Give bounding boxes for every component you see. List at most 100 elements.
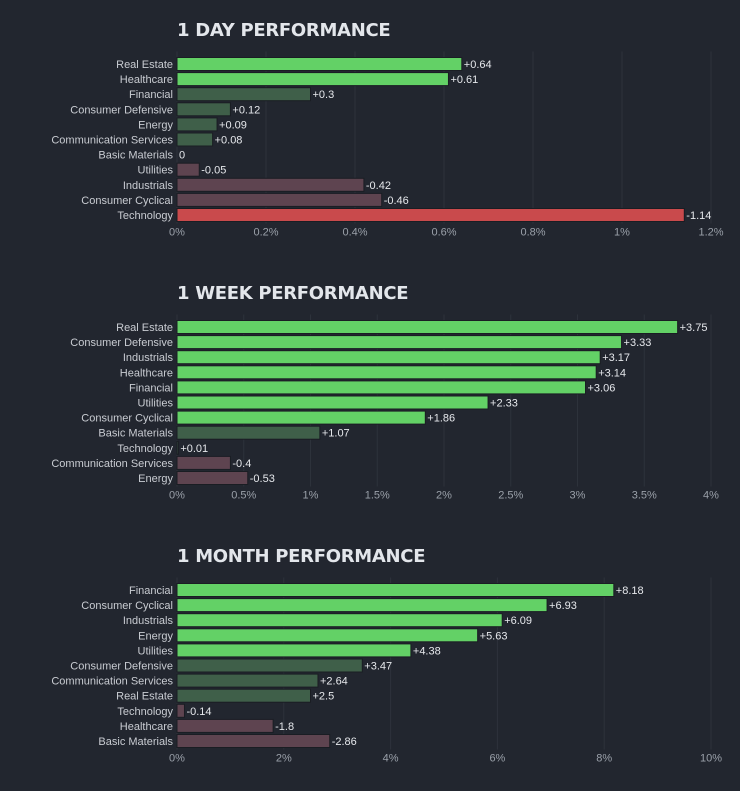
category-label: Energy	[138, 473, 173, 485]
bar	[176, 471, 249, 485]
value-label: +3.06	[588, 382, 616, 394]
bar	[176, 192, 383, 207]
category-label: Consumer Cyclical	[81, 195, 173, 207]
category-label: Financial	[129, 382, 173, 394]
chart-title: 1 MONTH PERFORMANCE	[177, 546, 425, 567]
value-label: +3.33	[624, 337, 652, 349]
category-labels: Real Estate Healthcare Financial Consumer D…	[51, 59, 173, 222]
category-label: Industrials	[123, 352, 174, 364]
value-label: +2.33	[490, 398, 518, 410]
bar	[176, 688, 311, 703]
bar	[176, 117, 218, 132]
bar	[176, 583, 615, 597]
category-label: Utilities	[138, 645, 174, 657]
category-label: Energy	[138, 119, 173, 131]
bar	[176, 177, 365, 192]
value-label: +3.75	[680, 322, 708, 334]
x-tick-label: 10%	[700, 753, 722, 765]
x-tick-label: 3%	[570, 490, 586, 502]
x-tick-label: 0.2%	[253, 227, 278, 239]
bar	[176, 598, 548, 613]
x-axis-ticks: 0% 2% 4% 6% 8% 10%	[169, 753, 722, 765]
value-label: +2.64	[320, 676, 348, 688]
category-label: Industrials	[123, 615, 174, 627]
category-label: Consumer Cyclical	[81, 413, 173, 425]
value-label: +0.3	[313, 89, 335, 101]
bar	[176, 734, 331, 748]
bar	[176, 102, 231, 117]
bar	[176, 410, 426, 425]
bars	[176, 320, 679, 485]
value-label: +6.09	[504, 615, 532, 627]
value-label: +3.17	[602, 352, 630, 364]
category-label: Financial	[129, 585, 173, 597]
value-label: -0.05	[201, 165, 226, 177]
category-label: Utilities	[138, 398, 174, 410]
bar	[176, 455, 231, 470]
x-tick-label: 0%	[169, 490, 185, 502]
bar	[176, 208, 685, 222]
category-label: Consumer Cyclical	[81, 600, 173, 612]
x-tick-label: 1.5%	[365, 490, 390, 502]
bar	[176, 57, 463, 71]
bar	[176, 395, 489, 410]
value-label: -1.14	[686, 210, 711, 222]
category-label: Healthcare	[120, 74, 173, 86]
x-tick-label: 1%	[303, 490, 319, 502]
x-tick-label: 0%	[169, 753, 185, 765]
bar	[176, 335, 623, 350]
x-axis-ticks: 0% 0.2% 0.4% 0.6% 0.8% 1% 1.2%	[169, 227, 724, 239]
x-tick-label: 4%	[383, 753, 399, 765]
value-label: +0.12	[232, 104, 260, 116]
value-label: +0.09	[219, 119, 247, 131]
category-label: Real Estate	[116, 691, 173, 703]
category-label: Basic Materials	[98, 428, 173, 440]
category-label: Financial	[129, 89, 173, 101]
bar	[176, 350, 601, 365]
category-label: Healthcare	[120, 721, 173, 733]
value-label: 0	[179, 150, 185, 162]
bar	[176, 380, 587, 395]
value-label: +8.18	[616, 585, 644, 597]
x-tick-label: 1%	[614, 227, 630, 239]
bar	[176, 320, 679, 334]
chart-title: 1 DAY PERFORMANCE	[177, 20, 390, 41]
category-label: Communication Services	[51, 458, 173, 470]
category-label: Consumer Defensive	[70, 337, 173, 349]
category-label: Technology	[117, 210, 173, 222]
bar	[176, 87, 311, 102]
category-label: Real Estate	[116, 322, 173, 334]
category-label: Basic Materials	[98, 150, 173, 162]
x-tick-label: 2%	[276, 753, 292, 765]
chart-title: 1 WEEK PERFORMANCE	[177, 283, 408, 304]
bars	[176, 57, 685, 222]
x-tick-label: 2%	[436, 490, 452, 502]
value-label: -0.4	[232, 458, 251, 470]
bar	[176, 643, 412, 658]
chart-1-month-performance: 1 MONTH PERFORMANCE Financial Consumer Cy…	[51, 546, 722, 765]
value-label: -2.86	[332, 736, 357, 748]
bar	[176, 673, 319, 688]
category-label: Communication Services	[51, 676, 173, 688]
bar	[176, 440, 179, 455]
value-label: +1.07	[322, 428, 350, 440]
value-label: +3.14	[598, 367, 626, 379]
category-label: Communication Services	[51, 135, 173, 147]
category-label: Consumer Defensive	[70, 104, 173, 116]
bars	[176, 583, 615, 748]
category-label: Technology	[117, 443, 173, 455]
bar	[176, 613, 503, 628]
value-labels: +3.75 +3.33 +3.17 +3.14 +3.06 +2.33 +1.86 +1.07…	[180, 322, 707, 485]
category-label: Energy	[138, 630, 173, 642]
value-label: +0.08	[215, 135, 243, 147]
x-tick-label: 0.4%	[342, 227, 367, 239]
value-label: +2.5	[313, 691, 335, 703]
category-label: Technology	[117, 706, 173, 718]
bar	[176, 628, 479, 643]
category-label: Industrials	[123, 180, 174, 192]
value-label: +4.38	[413, 645, 441, 657]
category-labels: Real Estate Consumer Defensive Industrials…	[51, 322, 173, 485]
x-tick-label: 2.5%	[498, 490, 523, 502]
value-labels: +8.18 +6.93 +6.09 +5.63 +4.38 +3.47 +2.64 +2.5 -…	[186, 585, 643, 748]
